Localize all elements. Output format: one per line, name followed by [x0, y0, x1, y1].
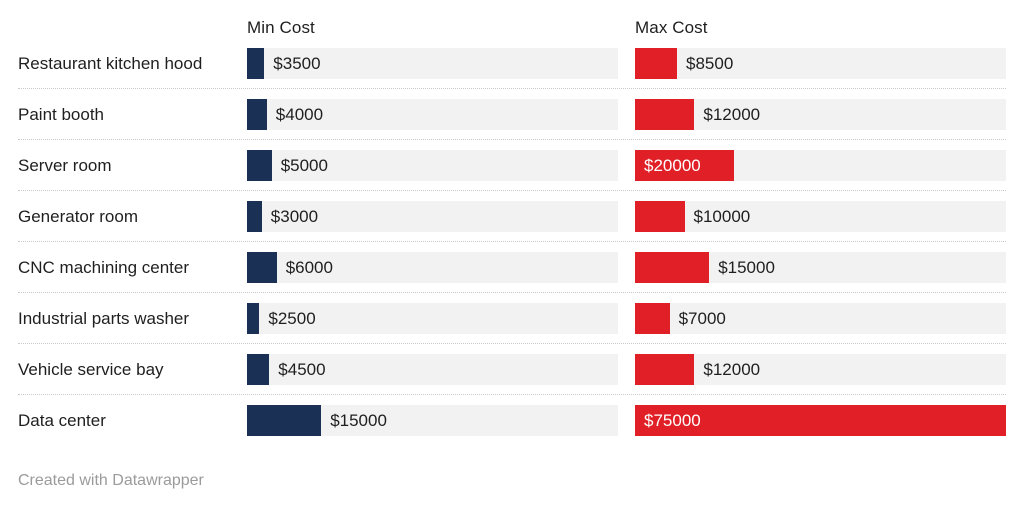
row-label: Server room [18, 155, 112, 175]
max-cost-bar [635, 150, 734, 181]
row-label: Generator room [18, 206, 138, 226]
min-cost-track: $15000 [247, 405, 618, 436]
max-cost-value: $20000 [644, 155, 701, 175]
max-cost-bar [635, 303, 670, 334]
min-cost-value: $6000 [285, 257, 333, 277]
max-cost-track: $15000 [635, 252, 1006, 283]
row-label: CNC machining center [18, 257, 190, 277]
max-cost-bar [635, 99, 695, 130]
row-label: Industrial parts washer [18, 308, 190, 328]
min-cost-bar [247, 405, 322, 436]
max-cost-track: $7000 [635, 303, 1006, 334]
min-cost-bar [247, 303, 260, 334]
chart-row: Vehicle service bay $4500 $12000 [18, 354, 1006, 395]
column-header-max-cost: Max Cost [635, 18, 708, 37]
max-cost-value: $8500 [686, 53, 734, 73]
column-header-min-cost: Min Cost [247, 18, 315, 37]
max-cost-bar [635, 201, 685, 232]
max-cost-bar [635, 354, 695, 385]
min-cost-value: $3000 [270, 206, 319, 226]
min-cost-value: $4500 [278, 359, 326, 379]
min-cost-bar [247, 252, 277, 283]
chart-row: Server room $5000 $20000 [18, 150, 1006, 191]
min-cost-track: $3000 [247, 201, 618, 232]
max-cost-value: $7000 [678, 308, 726, 328]
max-cost-track: $20000 [635, 150, 1006, 181]
max-cost-value: $15000 [718, 257, 775, 277]
max-cost-track: $10000 [635, 201, 1006, 232]
max-cost-track: $75000 [635, 405, 1006, 436]
min-cost-bar [247, 201, 262, 232]
min-cost-value: $2500 [268, 308, 316, 328]
min-cost-bar [247, 99, 267, 130]
min-cost-track: $4000 [247, 99, 618, 130]
chart-row: CNC machining center $6000 $15000 [18, 252, 1006, 293]
chart-row: Paint booth $4000 $12000 [18, 99, 1006, 140]
max-cost-value: $75000 [644, 410, 701, 430]
max-cost-track: $12000 [635, 354, 1006, 385]
min-cost-value: $3500 [273, 53, 321, 73]
max-cost-value: $12000 [703, 104, 761, 124]
min-cost-value: $15000 [330, 410, 387, 430]
min-cost-value: $5000 [280, 155, 328, 175]
min-cost-value: $4000 [275, 104, 324, 124]
row-label: Data center [18, 410, 106, 430]
max-cost-value: $10000 [693, 206, 751, 226]
chart-row: Generator room $3000 $10000 [18, 201, 1006, 242]
datawrapper-credit: Created with Datawrapper [18, 472, 204, 489]
chart-rows: Restaurant kitchen hood $3500 $8500 Pain… [18, 48, 1006, 436]
min-cost-track: $5000 [247, 150, 618, 181]
column-headers: Min Cost Max Cost [18, 0, 1006, 48]
min-cost-track: $6000 [247, 252, 618, 283]
max-cost-track: $12000 [635, 99, 1006, 130]
min-cost-track: $3500 [247, 48, 618, 79]
min-cost-bar [247, 354, 270, 385]
max-cost-bar [635, 405, 1006, 436]
max-cost-bar [635, 252, 710, 283]
max-cost-track: $8500 [635, 48, 1006, 79]
chart-row: Restaurant kitchen hood $3500 $8500 [18, 48, 1006, 89]
chart-row: Data center $15000 $75000 [18, 405, 1006, 436]
row-label: Vehicle service bay [18, 359, 164, 379]
min-cost-track: $2500 [247, 303, 618, 334]
max-cost-value: $12000 [703, 359, 761, 379]
min-cost-bar [247, 150, 272, 181]
max-cost-bar [635, 48, 677, 79]
row-label: Paint booth [18, 104, 105, 124]
min-cost-bar [247, 48, 265, 79]
row-label: Restaurant kitchen hood [18, 53, 203, 73]
min-cost-track: $4500 [247, 354, 618, 385]
chart-row: Industrial parts washer $2500 $7000 [18, 303, 1006, 344]
